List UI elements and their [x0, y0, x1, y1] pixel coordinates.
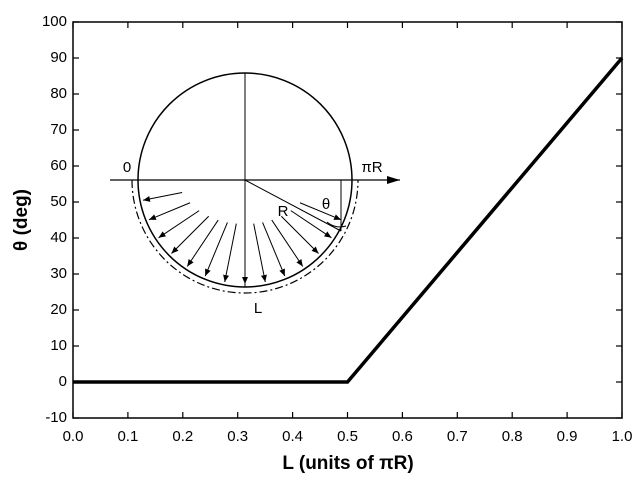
- y-tick-label: 60: [50, 157, 67, 174]
- y-tick-label: 90: [50, 49, 67, 66]
- y-tick-label: 0: [59, 373, 67, 390]
- plot-frame: [72, 21, 623, 419]
- x-tick-label: 0.6: [392, 428, 413, 445]
- force-arrow: [290, 210, 332, 239]
- inset-diagram: [110, 72, 400, 294]
- y-tick-label: -10: [45, 409, 67, 426]
- force-arrow: [223, 223, 237, 283]
- force-arrow: [262, 222, 286, 277]
- force-arrow: [204, 222, 228, 277]
- inset-label: 0: [123, 159, 131, 176]
- inset-label: θ: [322, 196, 330, 213]
- data-line: [73, 56, 624, 384]
- x-tick-label: 0.9: [557, 428, 578, 445]
- y-tick-label: 80: [50, 85, 67, 102]
- y-tick-label: 40: [50, 229, 67, 246]
- x-tick-label: 0.2: [172, 428, 193, 445]
- x-tick-label: 0.4: [282, 428, 303, 445]
- y-tick-label: 30: [50, 265, 67, 282]
- inset-label: R: [278, 203, 289, 220]
- force-arrow: [271, 219, 304, 267]
- force-arrow: [253, 223, 267, 283]
- y-tick-label: 20: [50, 301, 67, 318]
- x-tick-label: 0.5: [337, 428, 358, 445]
- x-axis-label: L (units of πR): [282, 453, 413, 474]
- x-tick-label: 0.8: [502, 428, 523, 445]
- x-tick-label: 0.3: [227, 428, 248, 445]
- y-tick-label: 10: [50, 337, 67, 354]
- x-tick-label: 0.1: [117, 428, 138, 445]
- force-arrow: [171, 215, 210, 254]
- force-arrow: [186, 219, 219, 267]
- inset-label: πR: [361, 159, 382, 176]
- radius-line: [244, 179, 342, 232]
- inset-label: L: [254, 300, 262, 317]
- y-tick-label: 100: [42, 13, 67, 30]
- force-arrow: [142, 192, 183, 202]
- force-arrow: [280, 215, 319, 254]
- force-arrow: [158, 210, 200, 239]
- x-tick-label: 0.7: [447, 428, 468, 445]
- y-tick-label: 70: [50, 121, 67, 138]
- y-tick-label: 50: [50, 193, 67, 210]
- force-arrow: [148, 202, 191, 221]
- x-tick-label: 1.0: [612, 428, 633, 445]
- x-tick-label: 0.0: [63, 428, 84, 445]
- arc-path: [131, 179, 359, 294]
- angle-arc: [326, 221, 347, 228]
- force-arrow: [299, 202, 342, 221]
- y-axis-label: θ (deg): [11, 189, 32, 251]
